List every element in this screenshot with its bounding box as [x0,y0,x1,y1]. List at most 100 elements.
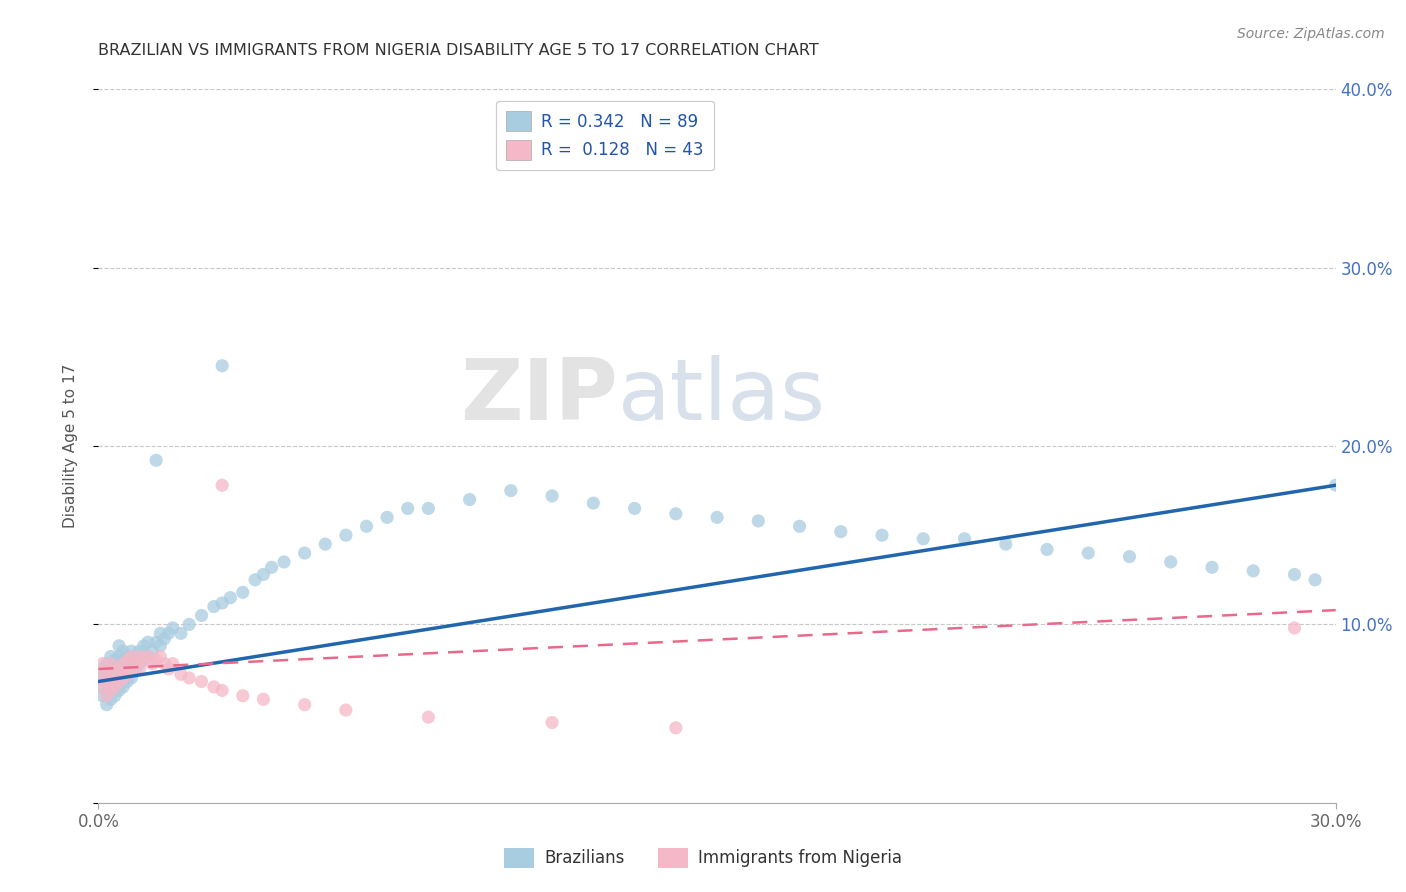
Point [91,667,114,681]
Text: atlas: atlas [619,354,827,438]
Point [145,453,167,467]
Point [100,681,122,696]
Point [132,653,155,667]
Point [112,655,135,669]
Point [108,673,131,687]
Point [141,644,163,658]
Point [170,626,193,640]
Point [153,632,176,646]
Point [120,662,142,676]
Point [91,680,114,694]
Point [1241,564,1264,578]
Point [1324,478,1347,492]
Point [190,608,212,623]
Point [112,657,135,671]
Text: Source: ZipAtlas.com: Source: ZipAtlas.com [1237,27,1385,41]
Point [243,573,266,587]
Point [96,674,118,689]
Point [1201,560,1223,574]
Point [1284,621,1306,635]
Point [108,639,131,653]
Point [100,671,122,685]
Point [157,662,180,676]
Point [124,662,146,676]
Point [112,671,135,685]
Point [190,674,212,689]
Point [104,680,127,694]
Point [294,546,316,560]
Point [335,528,357,542]
Point [128,644,150,658]
Point [162,657,184,671]
Point [117,674,139,689]
Point [232,689,254,703]
Point [541,715,564,730]
Point [211,596,233,610]
Point [1036,542,1059,557]
Point [104,689,127,703]
Legend: R = 0.342   N = 89, R =  0.128   N = 43: R = 0.342 N = 89, R = 0.128 N = 43 [496,101,714,170]
Point [706,510,728,524]
Point [157,626,180,640]
Point [149,649,172,664]
Point [112,680,135,694]
Point [1284,567,1306,582]
Point [124,649,146,664]
Point [96,662,118,676]
Point [120,649,142,664]
Point [356,519,378,533]
Point [120,644,142,658]
Point [117,653,139,667]
Text: ZIP: ZIP [460,354,619,438]
Point [108,674,131,689]
Point [96,685,118,699]
Point [418,501,440,516]
Point [132,639,155,653]
Point [100,660,122,674]
Point [100,657,122,671]
Point [117,667,139,681]
Point [870,528,893,542]
Legend: Brazilians, Immigrants from Nigeria: Brazilians, Immigrants from Nigeria [498,841,908,875]
Point [117,662,139,676]
Point [314,537,336,551]
Point [418,710,440,724]
Point [1160,555,1182,569]
Y-axis label: Disability Age 5 to 17: Disability Age 5 to 17 [63,364,77,528]
Point [1118,549,1140,564]
Point [136,635,159,649]
Point [104,667,127,681]
Point [145,635,167,649]
Point [145,653,167,667]
Point [541,489,564,503]
Point [211,478,233,492]
Point [104,678,127,692]
Point [108,683,131,698]
Point [91,671,114,685]
Point [117,649,139,664]
Point [91,657,114,671]
Point [128,662,150,676]
Point [994,537,1017,551]
Point [499,483,522,498]
Point [120,658,142,673]
Point [396,501,419,516]
Point [179,617,201,632]
Point [100,649,122,664]
Point [104,653,127,667]
Point [91,680,114,694]
Point [747,514,769,528]
Point [252,692,274,706]
Point [149,639,172,653]
Point [260,560,283,574]
Point [170,667,193,681]
Point [108,662,131,676]
Point [219,591,242,605]
Point [100,683,122,698]
Point [1303,573,1326,587]
Point [96,698,118,712]
Point [623,501,645,516]
Point [96,674,118,689]
Point [1077,546,1099,560]
Point [458,492,481,507]
